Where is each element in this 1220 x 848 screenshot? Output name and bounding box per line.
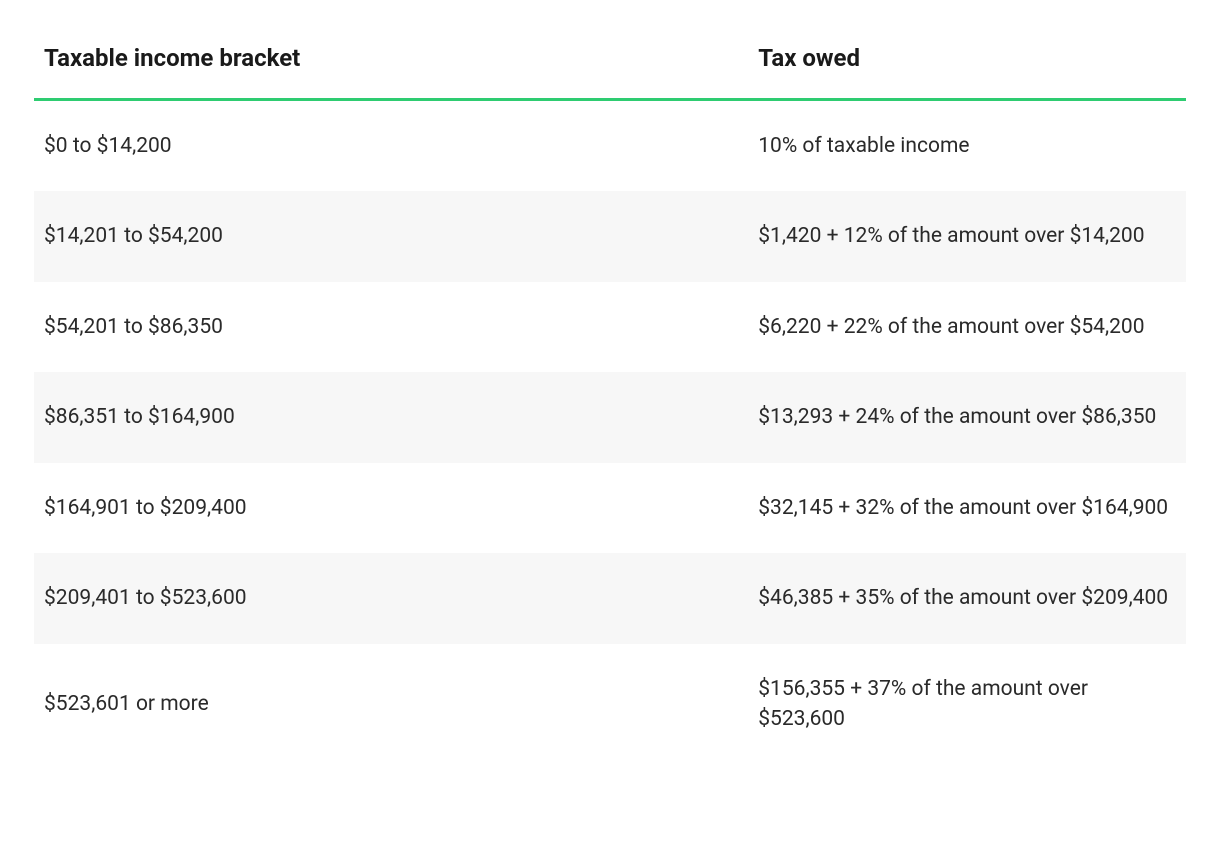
cell-owed: $156,355 + 37% of the amount over $523,6… xyxy=(748,644,1186,765)
col-header-bracket: Taxable income bracket xyxy=(34,28,748,100)
cell-owed: $6,220 + 22% of the amount over $54,200 xyxy=(748,282,1186,372)
table-row: $86,351 to $164,900 $13,293 + 24% of the… xyxy=(34,372,1186,462)
cell-bracket: $0 to $14,200 xyxy=(34,100,748,192)
cell-owed: $32,145 + 32% of the amount over $164,90… xyxy=(748,463,1186,553)
table-row: $523,601 or more $156,355 + 37% of the a… xyxy=(34,644,1186,765)
cell-bracket: $54,201 to $86,350 xyxy=(34,282,748,372)
cell-owed: $46,385 + 35% of the amount over $209,40… xyxy=(748,553,1186,643)
table-row: $164,901 to $209,400 $32,145 + 32% of th… xyxy=(34,463,1186,553)
col-header-owed: Tax owed xyxy=(748,28,1186,100)
table-row: $14,201 to $54,200 $1,420 + 12% of the a… xyxy=(34,191,1186,281)
tax-bracket-table: Taxable income bracket Tax owed $0 to $1… xyxy=(34,28,1186,765)
table-header-row: Taxable income bracket Tax owed xyxy=(34,28,1186,100)
table-row: $209,401 to $523,600 $46,385 + 35% of th… xyxy=(34,553,1186,643)
cell-owed: $13,293 + 24% of the amount over $86,350 xyxy=(748,372,1186,462)
cell-bracket: $14,201 to $54,200 xyxy=(34,191,748,281)
table-row: $0 to $14,200 10% of taxable income xyxy=(34,100,1186,192)
cell-owed: 10% of taxable income xyxy=(748,100,1186,192)
cell-bracket: $164,901 to $209,400 xyxy=(34,463,748,553)
cell-bracket: $209,401 to $523,600 xyxy=(34,553,748,643)
cell-owed: $1,420 + 12% of the amount over $14,200 xyxy=(748,191,1186,281)
cell-bracket: $86,351 to $164,900 xyxy=(34,372,748,462)
cell-bracket: $523,601 or more xyxy=(34,644,748,765)
table-row: $54,201 to $86,350 $6,220 + 22% of the a… xyxy=(34,282,1186,372)
